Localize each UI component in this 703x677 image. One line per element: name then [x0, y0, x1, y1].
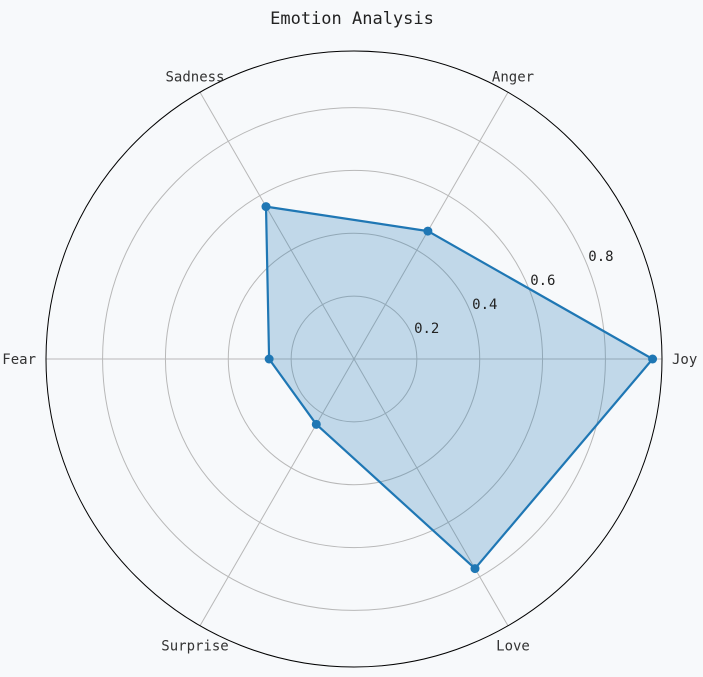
data-point-fear — [264, 354, 274, 364]
grid-spoke-5 — [353, 358, 509, 626]
chart-title: Emotion Analysis — [270, 9, 434, 29]
data-point-surprise — [311, 419, 321, 429]
grid-layer — [45, 50, 663, 668]
radial-tick-label: 0.6 — [530, 273, 555, 289]
label-layer: 0.2 0.4 0.6 0.8 Joy Anger Sadness Fear Surprise L… — [2, 70, 697, 655]
radial-tick-label: 0.8 — [588, 249, 613, 265]
category-label: Anger — [492, 70, 534, 86]
grid-spoke-2 — [199, 92, 355, 360]
radial-tick-label: 0.4 — [472, 297, 497, 313]
category-label: Fear — [2, 352, 36, 368]
data-point-sadness — [261, 202, 271, 212]
category-label: Sadness — [165, 70, 224, 86]
grid-spoke-4 — [199, 358, 355, 626]
category-label: Love — [496, 638, 530, 654]
data-point-love — [470, 564, 480, 574]
data-layer — [261, 202, 658, 574]
data-point-anger — [423, 226, 433, 236]
category-label: Joy — [672, 352, 697, 368]
grid-spoke-1 — [353, 92, 509, 360]
category-label: Surprise — [161, 638, 228, 654]
data-point-joy — [648, 354, 658, 364]
outer-ring — [45, 50, 663, 668]
radial-tick-label: 0.2 — [414, 321, 439, 337]
series-area — [266, 206, 653, 569]
